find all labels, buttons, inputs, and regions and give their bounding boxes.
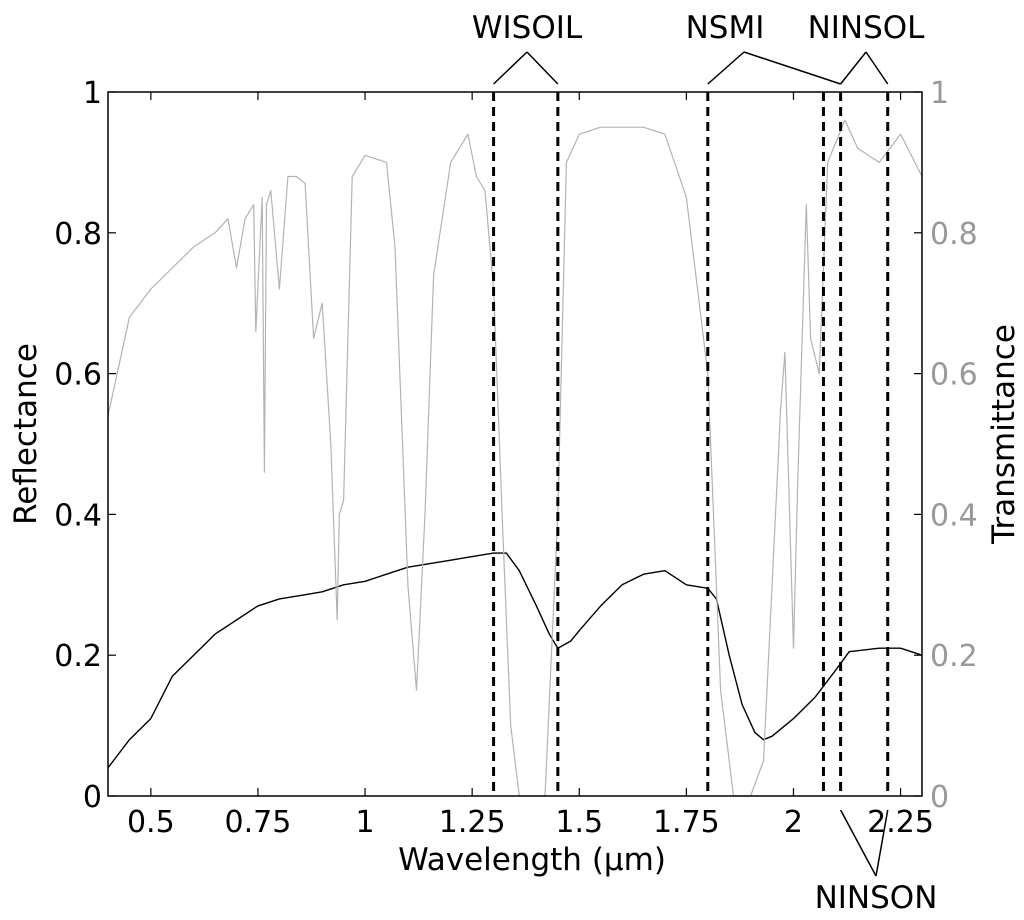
x-axis-label: Wavelength (µm): [398, 842, 666, 878]
annotation-leader-line: [707, 51, 745, 85]
annotation-leader-line: [840, 51, 867, 85]
x-tick-label: 1.5: [555, 805, 603, 840]
plot-area: 0.5 0.75 1 1.25 1.5 1.75 2 2.250 00.2 0.20.4 0.40.…: [54, 10, 977, 916]
annotation-ninsol: NINSOL: [808, 10, 926, 46]
x-tick-label: 2: [784, 805, 803, 840]
x-tick-label: 0.5: [127, 805, 175, 840]
plot-frame: [107, 91, 923, 797]
y-tick-label: 0: [83, 780, 102, 815]
y-tick-label: 0.8: [54, 217, 102, 252]
annotation-wisoil: WISOIL: [472, 10, 583, 46]
annotation-leader-line: [743, 51, 841, 85]
y2-tick-label: 0: [930, 780, 949, 815]
x-tick-label: 1.75: [653, 805, 720, 840]
annotation-leader-line: [493, 51, 528, 85]
annotation-leader-line: [526, 51, 559, 85]
y-tick-label: 0.4: [54, 498, 102, 533]
x-tick-label: 2.25: [867, 805, 934, 840]
y-axis-label: Reflectance: [8, 343, 44, 525]
x-tick-label: 1.25: [439, 805, 506, 840]
y-tick-label: 0.2: [54, 639, 102, 674]
x-tick-label: 1: [356, 805, 375, 840]
reflectance-series-line: [107, 552, 923, 769]
y2-tick-label: 0.6: [930, 358, 978, 393]
y-tick-label: 1: [83, 76, 102, 111]
annotation-leader-line: [865, 51, 889, 85]
annotation-ninson: NINSON: [815, 880, 938, 916]
y2-tick-label: 0.4: [930, 498, 978, 533]
y-tick-label: 0.6: [54, 358, 102, 393]
y2-tick-label: 0.2: [930, 639, 978, 674]
annotation-nsmi: NSMI: [686, 10, 765, 46]
y2-tick-label: 0.8: [930, 217, 978, 252]
y2-tick-label: 1: [930, 76, 949, 111]
x-tick-label: 0.75: [225, 805, 292, 840]
annotation-leader-line: [875, 809, 889, 877]
annotation-leader-line: [839, 809, 877, 877]
y2-axis-label: Transmittance: [986, 324, 1022, 545]
transmittance-series-line: [107, 119, 923, 797]
